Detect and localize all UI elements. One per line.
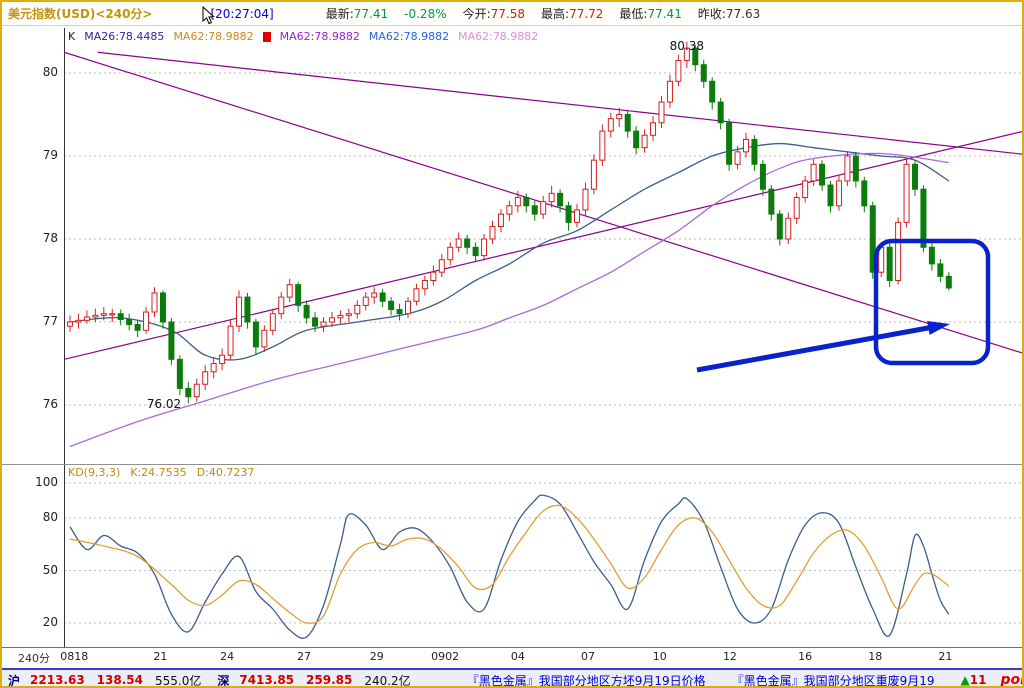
price-axis-tick: 79 (42, 148, 58, 162)
kd-label-item: D:40.7237 (196, 466, 255, 479)
x-axis-row: 240分 (2, 648, 1022, 668)
quote-field: -0.28% (404, 7, 447, 21)
date-label: 12 (722, 650, 737, 663)
date-label: 04 (510, 650, 525, 663)
date-label: 16 (798, 650, 813, 663)
kd-axis-tick: 80 (42, 510, 58, 524)
kd-label-item: K:24.7535 (130, 466, 187, 479)
kd-chart[interactable] (64, 465, 1024, 647)
sz-index-value: 7413.85 (239, 673, 295, 687)
quote-field: 最高:77.72 (541, 7, 604, 21)
ma-item: K (68, 30, 76, 43)
quote-field: 今开:77.58 (462, 7, 526, 21)
sz-volume: 240.2亿 (364, 673, 411, 688)
kd-label-item: KD(9,3,3) (68, 466, 121, 479)
sh-index-value: 2213.63 (30, 673, 85, 687)
sh-volume: 555.0亿 (154, 673, 202, 688)
date-label: 18 (868, 650, 883, 663)
price-axis-tick: 80 (42, 65, 58, 79)
date-label: 27 (297, 650, 312, 663)
instrument-title: 美元指数(USD)<240分> (8, 7, 153, 21)
quote-fields: 最新:77.41 -0.28% 今开:77.58 最高:77.72 最低:77.41 昨收… (326, 5, 776, 22)
up-triangle-icon: ▲ (960, 673, 970, 687)
ma-item: MA62:78.9882 (279, 30, 360, 43)
alert-count: 11 (969, 673, 987, 687)
kd-indicator-label: KD(9,3,3) K:24.7535 D:40.7237 (68, 466, 264, 479)
status-bar: 沪 2213.63 138.54 555.0亿 深 7413.85 259.85… (2, 668, 1022, 688)
quote-field: 最新:77.41 (325, 7, 389, 21)
pobo-logo: pobo (1000, 672, 1022, 688)
sz-change-value: 259.85 (306, 673, 353, 687)
date-label: 10 (652, 650, 667, 663)
date-label: 21 (938, 650, 953, 663)
date-label: 21 (153, 650, 168, 663)
kd-axis-tick: 100 (35, 475, 58, 489)
date-label: 24 (220, 650, 235, 663)
date-label: 07 (580, 650, 595, 663)
alert-badge[interactable]: ▲11 (960, 673, 987, 687)
kd-panel (2, 464, 1024, 648)
ma-indicator-row: K MA26:78.4485 MA62:78.9882 MA62:78.9882 MA6… (68, 30, 547, 43)
candlestick-chart[interactable]: 80.38 76.02 (64, 28, 1024, 464)
kd-axis-tick: 50 (42, 562, 58, 577)
price-axis-tick: 78 (42, 231, 58, 245)
ma-item: MA62:78.9882 (368, 30, 450, 43)
quote-header: 美元指数(USD)<240分> [20:27:04] 最新:77.41 -0.28… (2, 2, 1022, 26)
ma-item: MA26:78.4485 (84, 30, 165, 43)
news-item-2[interactable]: 『黑色金属』我国部分地区重废9月19 (731, 673, 935, 688)
sh-market-label: 沪 (8, 673, 21, 688)
price-axis-tick: 76 (42, 397, 58, 411)
ma-item: MA62:78.9882 (458, 30, 539, 43)
sh-change-value: 138.54 (96, 673, 143, 687)
period-label: 240分 (18, 652, 50, 665)
quote-field: 最低:77.41 (619, 7, 682, 21)
sz-market-label: 深 (217, 673, 230, 688)
news-item-1[interactable]: 『黑色金属』我国部分地区方坯9月19日价格 (466, 673, 706, 688)
quote-timestamp: [20:27:04] (210, 6, 274, 21)
ma-marker-icon (262, 32, 271, 42)
ma-item: MA62:78.9882 (173, 30, 254, 43)
date-label: 29 (369, 650, 384, 663)
price-axis-tick: 77 (42, 314, 58, 328)
quote-field: 昨收:77.63 (697, 7, 761, 21)
date-label: 0818 (60, 650, 89, 663)
mouse-cursor-icon (202, 6, 215, 25)
date-label: 0902 (431, 650, 460, 663)
svg-text:80.38: 80.38 (670, 39, 704, 53)
kd-axis-tick: 20 (42, 615, 58, 629)
svg-text:76.02: 76.02 (147, 397, 181, 411)
